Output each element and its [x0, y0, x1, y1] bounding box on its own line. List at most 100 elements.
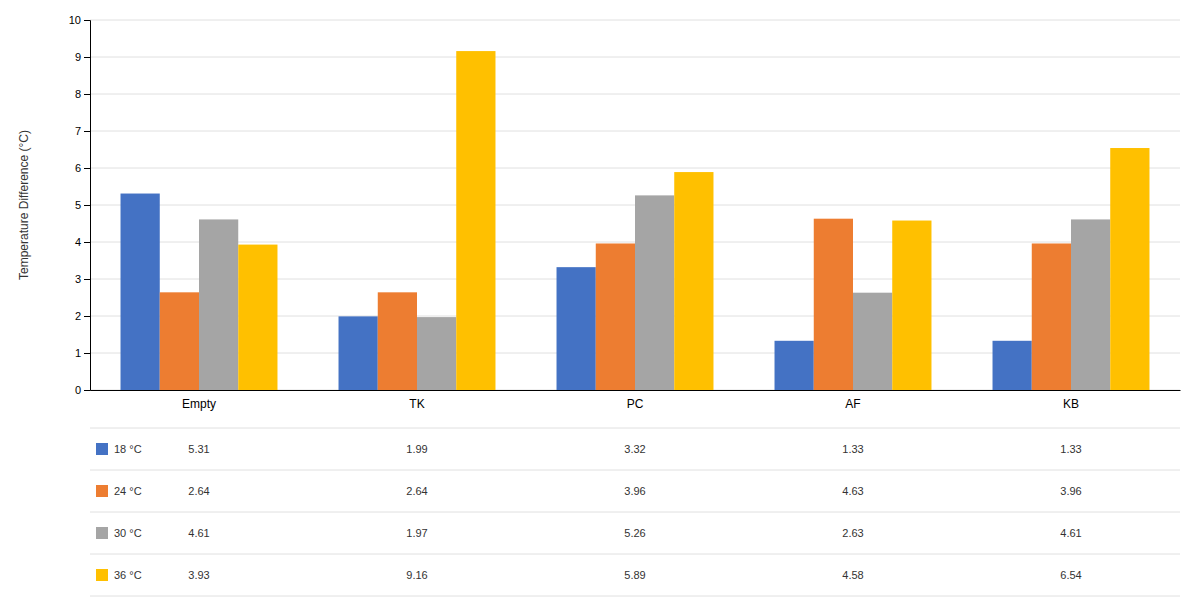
data-label: 1.33 [842, 443, 863, 455]
y-tick: 6 [75, 162, 90, 174]
bar [121, 194, 160, 390]
x-tick: AF [845, 397, 860, 411]
bar [238, 245, 277, 390]
data-label: 3.96 [1060, 485, 1081, 497]
data-label: 2.64 [406, 485, 427, 497]
data-label: 1.97 [406, 527, 427, 539]
plot: 012345678910EmptyTKPCAFKB [69, 14, 1181, 411]
x-tick-label: Empty [182, 397, 216, 411]
bar [456, 51, 495, 390]
bar [199, 219, 238, 390]
y-tick-mark [84, 390, 90, 391]
bar [596, 243, 635, 390]
bar-series [199, 195, 1110, 390]
bar-series [160, 219, 1071, 390]
data-label: 2.63 [842, 527, 863, 539]
y-axis-line [84, 21, 91, 391]
y-tick-label: 5 [75, 199, 81, 211]
table-swatch [96, 527, 108, 539]
bar [674, 172, 713, 390]
y-tick-mark [84, 279, 90, 280]
bar [160, 292, 199, 390]
y-tick: 7 [75, 125, 90, 137]
table-row-label: 18 °C [114, 443, 142, 455]
x-tick-label: TK [409, 397, 424, 411]
bar [993, 341, 1032, 390]
data-label: 3.93 [188, 569, 209, 581]
table-rule [90, 470, 1180, 471]
data-label: 6.54 [1060, 569, 1081, 581]
bar [1110, 148, 1149, 390]
y-tick-label: 1 [75, 347, 81, 359]
grid-line [90, 20, 1180, 21]
x-tick-label: KB [1063, 397, 1079, 411]
data-label: 4.63 [842, 485, 863, 497]
y-tick: 10 [69, 14, 90, 26]
data-label: 3.32 [624, 443, 645, 455]
bar [1032, 243, 1071, 390]
y-tick-mark [84, 242, 90, 243]
grid-line [90, 131, 1180, 132]
bar [378, 292, 417, 390]
y-tick-label: 8 [75, 88, 81, 100]
bars [121, 51, 1150, 390]
bar [635, 195, 674, 390]
x-tick-label: AF [845, 397, 860, 411]
grid-line [90, 168, 1180, 169]
grid-line [90, 94, 1180, 95]
bar [814, 219, 853, 390]
table-row-label: 30 °C [114, 527, 142, 539]
data-label: 5.31 [188, 443, 209, 455]
y-tick: 0 [75, 384, 90, 396]
bar [417, 317, 456, 390]
data-label: 5.89 [624, 569, 645, 581]
y-tick: 5 [75, 199, 90, 211]
data-table: 18 °C5.311.993.321.331.3324 °C2.642.643.… [90, 428, 1180, 596]
x-tick: TK [409, 397, 424, 411]
y-tick-mark [84, 353, 90, 354]
table-rule [90, 428, 1180, 429]
bar [1071, 219, 1110, 390]
grid [90, 20, 1180, 390]
table-row-label: 36 °C [114, 569, 142, 581]
y-tick-label: 2 [75, 310, 81, 322]
y-tick: 4 [75, 236, 90, 248]
bar-series [238, 51, 1149, 390]
x-axis-line [91, 390, 1181, 391]
y-tick-mark [84, 57, 90, 58]
bar [557, 267, 596, 390]
x-tick: Empty [182, 397, 216, 411]
chart: 012345678910EmptyTKPCAFKBTemperature Dif… [0, 0, 1200, 607]
table-rule [90, 596, 1180, 597]
table-row-label: 24 °C [114, 485, 142, 497]
y-tick-mark [84, 131, 90, 132]
data-label: 1.99 [406, 443, 427, 455]
bar [853, 293, 892, 390]
x-axis: Empty TK PC AF KB [91, 391, 1181, 411]
y-tick-label: 10 [69, 14, 81, 26]
x-tick: PC [627, 397, 644, 411]
bar [892, 221, 931, 390]
table-rule [90, 554, 1180, 555]
y-tick-mark [84, 20, 90, 21]
data-label: 2.64 [188, 485, 209, 497]
data-label: 9.16 [406, 569, 427, 581]
x-tick: KB [1063, 397, 1079, 411]
bar-series [121, 194, 1032, 390]
data-label: 5.26 [624, 527, 645, 539]
y-tick: 3 [75, 273, 90, 285]
table-swatch [96, 485, 108, 497]
y-tick: 8 [75, 88, 90, 100]
table-swatch [96, 443, 108, 455]
y-axis-title: Temperature Difference (°C) [17, 130, 31, 280]
data-label: 4.58 [842, 569, 863, 581]
x-tick-label: PC [627, 397, 644, 411]
data-label: 3.96 [624, 485, 645, 497]
y-tick-label: 6 [75, 162, 81, 174]
y-tick-mark [84, 205, 90, 206]
table-swatch [96, 569, 108, 581]
y-axis: 012345678910 [69, 14, 91, 396]
y-tick: 1 [75, 347, 90, 359]
y-tick-mark [84, 316, 90, 317]
y-tick-mark [84, 168, 90, 169]
